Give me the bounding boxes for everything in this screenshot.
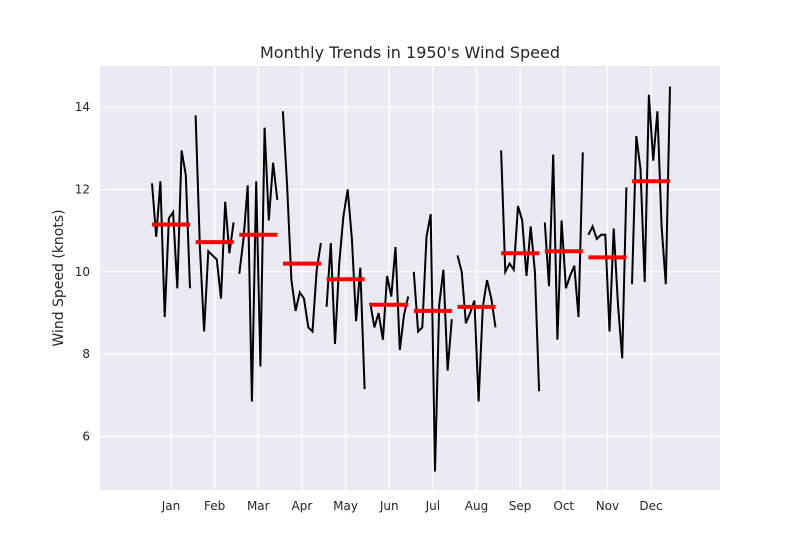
month-line-mar [238, 127, 279, 402]
grid [100, 66, 720, 490]
month-line-jul [412, 214, 453, 472]
month-line-oct [543, 152, 584, 340]
x-tick-label: Aug [465, 499, 488, 513]
x-tick-label: Nov [596, 499, 619, 513]
x-tick-label: Jul [425, 499, 440, 513]
y-tick-label: 14 [75, 100, 90, 114]
x-tick-label: Sep [509, 499, 532, 513]
month-line-apr [281, 111, 322, 334]
chart-title: Monthly Trends in 1950's Wind Speed [260, 43, 560, 62]
y-tick-label: 6 [82, 429, 90, 443]
y-tick-label: 12 [75, 182, 90, 196]
x-tick-label: Apr [292, 499, 313, 513]
x-tick-label: Oct [553, 499, 574, 513]
x-tick-label: May [333, 499, 358, 513]
x-tick-label: Jun [379, 499, 399, 513]
month-line-dec [631, 86, 671, 285]
month-line-nov [587, 187, 628, 359]
x-tick-label: Feb [204, 499, 225, 513]
y-tick-label: 8 [82, 347, 90, 361]
wind-speed-series [151, 86, 671, 472]
y-tick-label: 10 [75, 265, 90, 279]
plot-area [100, 66, 720, 490]
monthly-means [152, 179, 671, 313]
month-line-jan [151, 150, 191, 318]
month-line-jun [369, 247, 410, 351]
y-tick-labels: 6 8 10 12 14 [75, 100, 90, 443]
month-line-feb [194, 115, 235, 332]
x-tick-label: Mar [247, 499, 270, 513]
month-line-sep [500, 150, 541, 392]
x-tick-label: Dec [639, 499, 662, 513]
x-tick-labels: Jan Feb Mar Apr May Jun Jul Aug Sep Oct Nov Dec [161, 499, 663, 513]
month-line-aug [456, 255, 497, 402]
x-tick-label: Jan [161, 499, 181, 513]
month-line-may [325, 189, 366, 390]
y-axis-label: Wind Speed (knots) [51, 209, 67, 346]
